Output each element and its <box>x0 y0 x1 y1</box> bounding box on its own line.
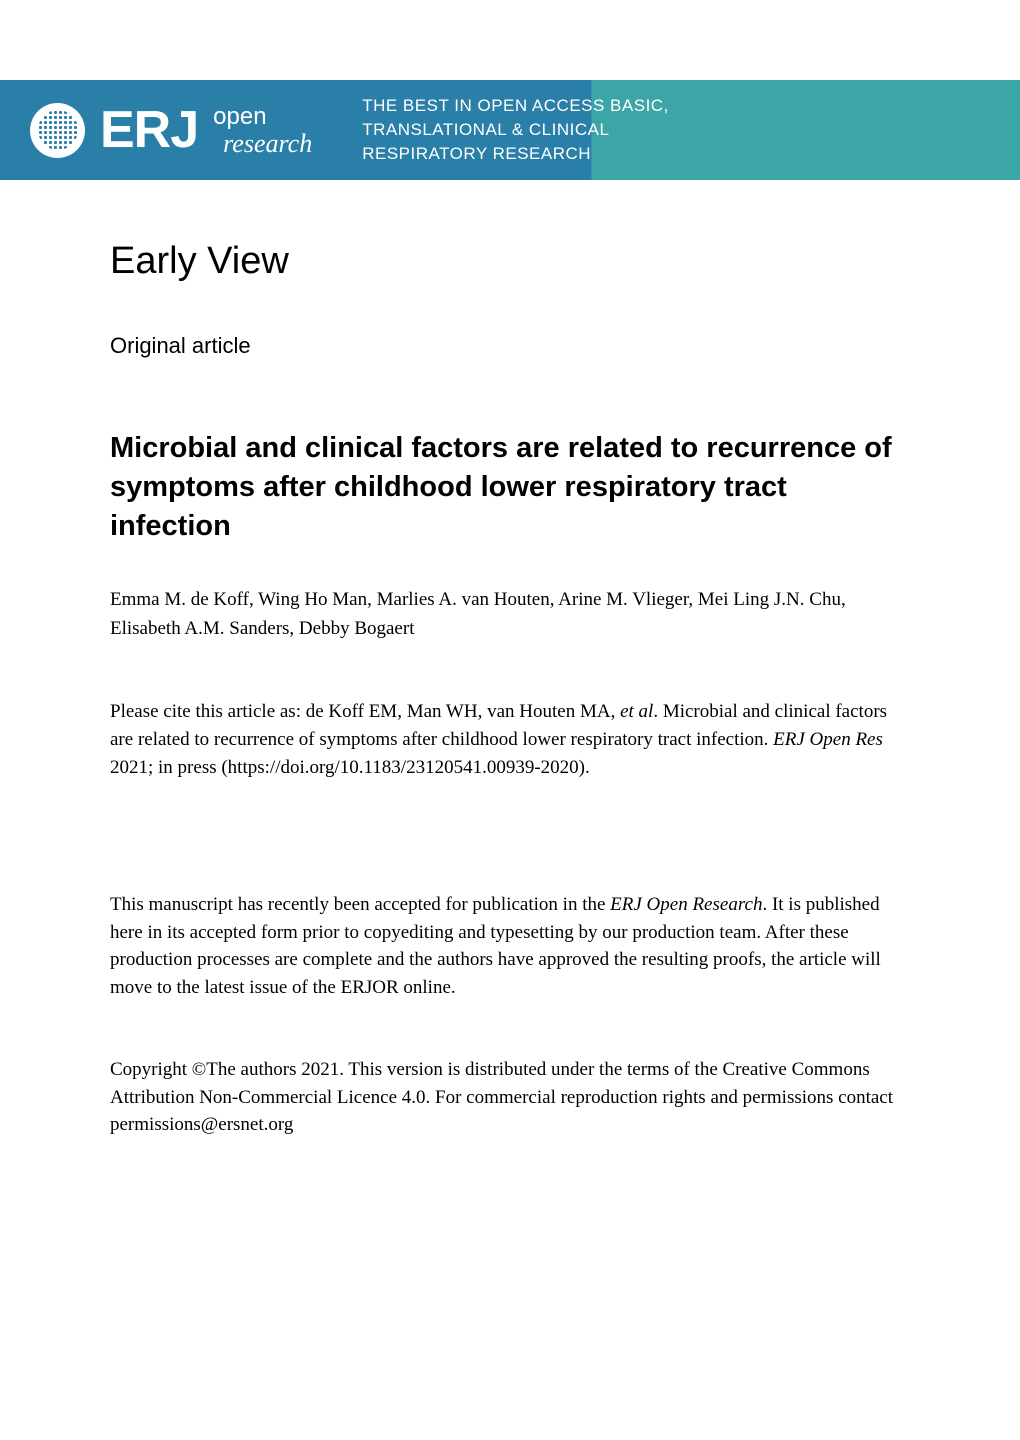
copyright-block: Copyright ©The authors 2021. This versio… <box>110 1056 910 1139</box>
desc-line-3: RESPIRATORY RESEARCH <box>362 142 669 166</box>
article-type-label: Original article <box>110 333 910 359</box>
disclaimer-journal: ERJ Open Research <box>610 894 762 915</box>
brand-name: ERJ <box>100 100 198 160</box>
logo-dots-icon <box>38 110 78 150</box>
tagline-group: open research <box>213 103 312 157</box>
early-view-heading: Early View <box>110 240 910 283</box>
author-list: Emma M. de Koff, Wing Ho Man, Marlies A.… <box>110 586 910 643</box>
citation-etal: et al <box>620 701 653 722</box>
content-area: Early View Original article Microbial an… <box>0 180 1020 1179</box>
disclaimer-block: This manuscript has recently been accept… <box>110 891 910 1001</box>
banner-description: THE BEST IN OPEN ACCESS BASIC, TRANSLATI… <box>362 94 669 165</box>
page-container: ERJ open research THE BEST IN OPEN ACCES… <box>0 80 1020 1179</box>
banner-logo-group: ERJ open research <box>30 100 312 160</box>
desc-line-2: TRANSLATIONAL & CLINICAL <box>362 118 669 142</box>
citation-journal: ERJ Open Res <box>773 729 883 750</box>
citation-block: Please cite this article as: de Koff EM,… <box>110 698 910 781</box>
logo-icon <box>30 103 85 158</box>
tagline-bottom: research <box>223 129 312 158</box>
tagline-top: open <box>213 103 312 131</box>
disclaimer-prefix: This manuscript has recently been accept… <box>110 894 610 915</box>
citation-prefix: Please cite this article as: de Koff EM,… <box>110 701 620 722</box>
article-title: Microbial and clinical factors are relat… <box>110 429 910 546</box>
desc-line-1: THE BEST IN OPEN ACCESS BASIC, <box>362 94 669 118</box>
citation-suffix: 2021; in press (https://doi.org/10.1183/… <box>110 757 590 778</box>
journal-banner: ERJ open research THE BEST IN OPEN ACCES… <box>0 80 1020 180</box>
